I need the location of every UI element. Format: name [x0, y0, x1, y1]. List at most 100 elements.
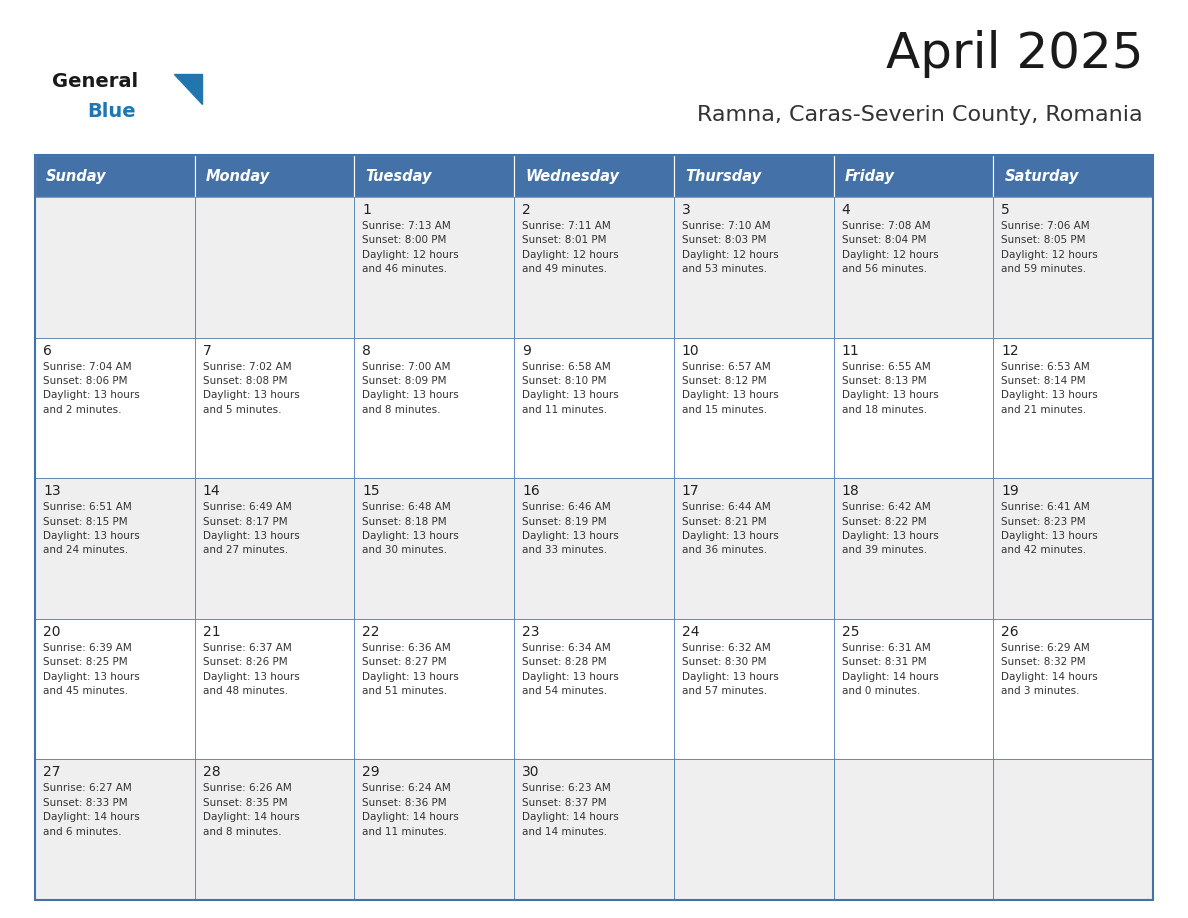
Text: 25: 25 [841, 625, 859, 639]
Bar [834, 478, 993, 619]
Text: 17: 17 [682, 484, 700, 498]
Text: Ramna, Caras-Severin County, Romania: Ramna, Caras-Severin County, Romania [697, 105, 1143, 125]
Text: Thursday: Thursday [685, 169, 762, 184]
Text: Sunrise: 6:49 AM
Sunset: 8:17 PM
Daylight: 13 hours
and 27 minutes.: Sunrise: 6:49 AM Sunset: 8:17 PM Dayligh… [203, 502, 299, 555]
Bar [834, 338, 993, 478]
Text: Sunrise: 6:58 AM
Sunset: 8:10 PM
Daylight: 13 hours
and 11 minutes.: Sunrise: 6:58 AM Sunset: 8:10 PM Dayligh… [523, 362, 619, 415]
Text: 14: 14 [203, 484, 220, 498]
Text: Monday: Monday [206, 169, 270, 184]
Bar [993, 197, 1154, 338]
Text: 24: 24 [682, 625, 700, 639]
Text: Blue: Blue [87, 102, 135, 121]
Text: Sunrise: 6:57 AM
Sunset: 8:12 PM
Daylight: 13 hours
and 15 minutes.: Sunrise: 6:57 AM Sunset: 8:12 PM Dayligh… [682, 362, 778, 415]
Text: 20: 20 [43, 625, 61, 639]
Bar [674, 619, 834, 759]
Bar [34, 478, 195, 619]
Text: 21: 21 [203, 625, 220, 639]
Text: Sunrise: 6:24 AM
Sunset: 8:36 PM
Daylight: 14 hours
and 11 minutes.: Sunrise: 6:24 AM Sunset: 8:36 PM Dayligh… [362, 783, 460, 836]
Bar [34, 759, 195, 900]
Text: 23: 23 [523, 625, 539, 639]
Text: 10: 10 [682, 343, 700, 358]
Bar [34, 197, 195, 338]
Text: 30: 30 [523, 766, 539, 779]
Text: Sunrise: 6:36 AM
Sunset: 8:27 PM
Daylight: 13 hours
and 51 minutes.: Sunrise: 6:36 AM Sunset: 8:27 PM Dayligh… [362, 643, 460, 696]
Bar [354, 155, 514, 197]
Text: Friday: Friday [845, 169, 895, 184]
Text: General: General [52, 72, 138, 91]
Bar [834, 155, 993, 197]
Text: Sunrise: 7:08 AM
Sunset: 8:04 PM
Daylight: 12 hours
and 56 minutes.: Sunrise: 7:08 AM Sunset: 8:04 PM Dayligh… [841, 221, 939, 274]
Bar [34, 338, 195, 478]
Text: 16: 16 [523, 484, 539, 498]
Bar [354, 197, 514, 338]
Bar [514, 197, 674, 338]
Text: Sunrise: 6:31 AM
Sunset: 8:31 PM
Daylight: 14 hours
and 0 minutes.: Sunrise: 6:31 AM Sunset: 8:31 PM Dayligh… [841, 643, 939, 696]
Bar [674, 478, 834, 619]
Text: 19: 19 [1001, 484, 1019, 498]
Text: 7: 7 [203, 343, 211, 358]
Bar [34, 619, 195, 759]
Text: Sunrise: 6:39 AM
Sunset: 8:25 PM
Daylight: 13 hours
and 45 minutes.: Sunrise: 6:39 AM Sunset: 8:25 PM Dayligh… [43, 643, 140, 696]
Bar [674, 338, 834, 478]
Text: Sunrise: 6:41 AM
Sunset: 8:23 PM
Daylight: 13 hours
and 42 minutes.: Sunrise: 6:41 AM Sunset: 8:23 PM Dayligh… [1001, 502, 1098, 555]
Text: Sunrise: 6:42 AM
Sunset: 8:22 PM
Daylight: 13 hours
and 39 minutes.: Sunrise: 6:42 AM Sunset: 8:22 PM Dayligh… [841, 502, 939, 555]
Text: Sunrise: 6:48 AM
Sunset: 8:18 PM
Daylight: 13 hours
and 30 minutes.: Sunrise: 6:48 AM Sunset: 8:18 PM Dayligh… [362, 502, 460, 555]
Text: Saturday: Saturday [1005, 169, 1079, 184]
Text: Sunrise: 6:26 AM
Sunset: 8:35 PM
Daylight: 14 hours
and 8 minutes.: Sunrise: 6:26 AM Sunset: 8:35 PM Dayligh… [203, 783, 299, 836]
Text: 3: 3 [682, 203, 690, 217]
Text: 26: 26 [1001, 625, 1019, 639]
Bar [354, 759, 514, 900]
Text: Sunrise: 7:02 AM
Sunset: 8:08 PM
Daylight: 13 hours
and 5 minutes.: Sunrise: 7:02 AM Sunset: 8:08 PM Dayligh… [203, 362, 299, 415]
Text: Sunrise: 7:13 AM
Sunset: 8:00 PM
Daylight: 12 hours
and 46 minutes.: Sunrise: 7:13 AM Sunset: 8:00 PM Dayligh… [362, 221, 460, 274]
Text: Sunrise: 6:27 AM
Sunset: 8:33 PM
Daylight: 14 hours
and 6 minutes.: Sunrise: 6:27 AM Sunset: 8:33 PM Dayligh… [43, 783, 140, 836]
Bar [34, 155, 195, 197]
Bar [195, 338, 354, 478]
Bar [354, 619, 514, 759]
Text: Sunrise: 7:04 AM
Sunset: 8:06 PM
Daylight: 13 hours
and 2 minutes.: Sunrise: 7:04 AM Sunset: 8:06 PM Dayligh… [43, 362, 140, 415]
Text: 8: 8 [362, 343, 372, 358]
Text: Tuesday: Tuesday [366, 169, 432, 184]
Bar [195, 155, 354, 197]
Text: 18: 18 [841, 484, 859, 498]
Text: 6: 6 [43, 343, 52, 358]
Bar [993, 155, 1154, 197]
Text: Sunrise: 6:53 AM
Sunset: 8:14 PM
Daylight: 13 hours
and 21 minutes.: Sunrise: 6:53 AM Sunset: 8:14 PM Dayligh… [1001, 362, 1098, 415]
Bar [354, 478, 514, 619]
Text: April 2025: April 2025 [885, 30, 1143, 78]
Bar [993, 478, 1154, 619]
Text: Sunrise: 6:29 AM
Sunset: 8:32 PM
Daylight: 14 hours
and 3 minutes.: Sunrise: 6:29 AM Sunset: 8:32 PM Dayligh… [1001, 643, 1098, 696]
Polygon shape [173, 74, 202, 104]
Bar [993, 619, 1154, 759]
Text: Sunrise: 6:51 AM
Sunset: 8:15 PM
Daylight: 13 hours
and 24 minutes.: Sunrise: 6:51 AM Sunset: 8:15 PM Dayligh… [43, 502, 140, 555]
Bar [834, 619, 993, 759]
Text: Sunrise: 6:32 AM
Sunset: 8:30 PM
Daylight: 13 hours
and 57 minutes.: Sunrise: 6:32 AM Sunset: 8:30 PM Dayligh… [682, 643, 778, 696]
Text: 4: 4 [841, 203, 851, 217]
Text: Sunrise: 6:44 AM
Sunset: 8:21 PM
Daylight: 13 hours
and 36 minutes.: Sunrise: 6:44 AM Sunset: 8:21 PM Dayligh… [682, 502, 778, 555]
Bar [514, 759, 674, 900]
Bar [514, 155, 674, 197]
Bar [674, 155, 834, 197]
Bar [993, 338, 1154, 478]
Text: Wednesday: Wednesday [525, 169, 619, 184]
Bar [195, 619, 354, 759]
Text: 5: 5 [1001, 203, 1010, 217]
Bar [34, 155, 1154, 900]
Text: Sunrise: 7:10 AM
Sunset: 8:03 PM
Daylight: 12 hours
and 53 minutes.: Sunrise: 7:10 AM Sunset: 8:03 PM Dayligh… [682, 221, 778, 274]
Bar [674, 197, 834, 338]
Bar [195, 197, 354, 338]
Bar [195, 759, 354, 900]
Text: 1: 1 [362, 203, 372, 217]
Text: 9: 9 [523, 343, 531, 358]
Bar [514, 338, 674, 478]
Bar [514, 619, 674, 759]
Text: Sunrise: 6:37 AM
Sunset: 8:26 PM
Daylight: 13 hours
and 48 minutes.: Sunrise: 6:37 AM Sunset: 8:26 PM Dayligh… [203, 643, 299, 696]
Bar [674, 759, 834, 900]
Text: 11: 11 [841, 343, 859, 358]
Text: 22: 22 [362, 625, 380, 639]
Text: 28: 28 [203, 766, 220, 779]
Text: Sunrise: 6:46 AM
Sunset: 8:19 PM
Daylight: 13 hours
and 33 minutes.: Sunrise: 6:46 AM Sunset: 8:19 PM Dayligh… [523, 502, 619, 555]
Text: 27: 27 [43, 766, 61, 779]
Text: Sunrise: 6:55 AM
Sunset: 8:13 PM
Daylight: 13 hours
and 18 minutes.: Sunrise: 6:55 AM Sunset: 8:13 PM Dayligh… [841, 362, 939, 415]
Bar [834, 759, 993, 900]
Bar [514, 478, 674, 619]
